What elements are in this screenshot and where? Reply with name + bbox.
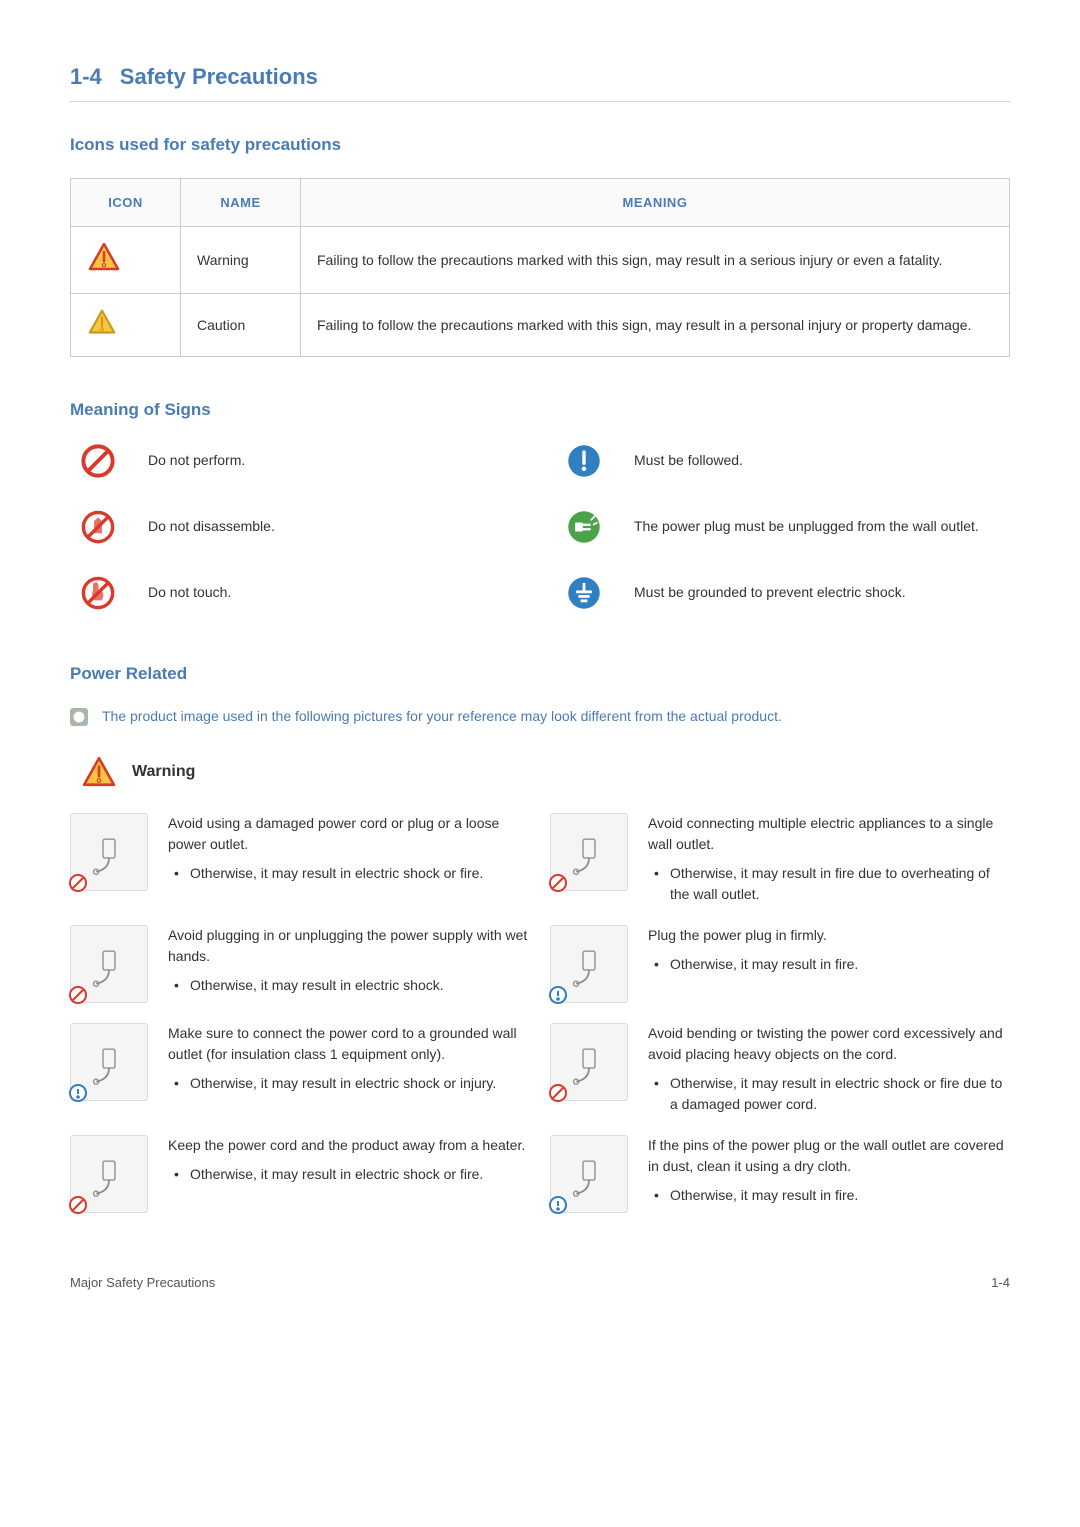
no-disassemble-icon	[78, 509, 118, 545]
th-meaning: MEANING	[301, 178, 1010, 227]
item-main: If the pins of the power plug or the wal…	[648, 1135, 1010, 1177]
illustration	[70, 1135, 148, 1213]
sign-row: Must be followed.	[564, 443, 1010, 479]
item-main: Avoid bending or twisting the power cord…	[648, 1023, 1010, 1065]
illustration	[550, 925, 628, 1003]
prohibit-icon	[548, 873, 568, 893]
power-item: Make sure to connect the power cord to a…	[70, 1023, 530, 1115]
sign-label: Do not perform.	[148, 450, 245, 471]
item-main: Avoid using a damaged power cord or plug…	[168, 813, 530, 855]
illustration	[70, 813, 148, 891]
sign-label: Must be grounded to prevent electric sho…	[634, 582, 906, 603]
warning-icon	[80, 755, 118, 789]
illustration	[550, 1023, 628, 1101]
sign-row: Do not disassemble.	[78, 509, 524, 545]
row-name: Warning	[181, 227, 301, 294]
item-sub: Otherwise, it may result in fire due to …	[648, 863, 1010, 905]
illustration	[70, 1023, 148, 1101]
item-main: Keep the power cord and the product away…	[168, 1135, 530, 1156]
sign-label: Do not touch.	[148, 582, 231, 603]
power-item: Keep the power cord and the product away…	[70, 1135, 530, 1213]
item-sub: Otherwise, it may result in electric sho…	[168, 1164, 530, 1185]
row-meaning: Failing to follow the precautions marked…	[301, 294, 1010, 357]
power-item: If the pins of the power plug or the wal…	[550, 1135, 1010, 1213]
row-meaning: Failing to follow the precautions marked…	[301, 227, 1010, 294]
sign-row: Do not touch.	[78, 575, 524, 611]
item-sub: Otherwise, it may result in fire.	[648, 954, 1010, 975]
th-name: NAME	[181, 178, 301, 227]
page-title: 1-4 Safety Precautions	[70, 60, 1010, 102]
unplug-icon	[564, 509, 604, 545]
table-row: Caution Failing to follow the precaution…	[71, 294, 1010, 357]
prohibit-icon	[68, 1195, 88, 1215]
row-name: Caution	[181, 294, 301, 357]
caution-icon	[71, 294, 181, 357]
sign-label: Must be followed.	[634, 450, 743, 471]
power-item: Plug the power plug in firmly. Otherwise…	[550, 925, 1010, 1003]
prohibit-icon	[78, 443, 118, 479]
sign-row: The power plug must be unplugged from th…	[564, 509, 1010, 545]
item-sub: Otherwise, it may result in electric sho…	[168, 1073, 530, 1094]
item-main: Make sure to connect the power cord to a…	[168, 1023, 530, 1065]
warning-icon	[71, 227, 181, 294]
page-footer: Major Safety Precautions 1-4	[70, 1273, 1010, 1293]
warning-header: Warning	[70, 755, 1010, 789]
power-subsection-title: Power Related	[70, 661, 1010, 687]
power-item: Avoid using a damaged power cord or plug…	[70, 813, 530, 905]
section-number: 1-4	[70, 64, 102, 89]
item-main: Avoid connecting multiple electric appli…	[648, 813, 1010, 855]
info-icon	[548, 985, 568, 1005]
item-sub: Otherwise, it may result in electric sho…	[168, 975, 530, 996]
signs-grid: Do not perform. Must be followed. Do not…	[70, 443, 1010, 611]
item-sub: Otherwise, it may result in electric sho…	[168, 863, 530, 884]
note-icon	[70, 708, 88, 726]
illustration	[550, 1135, 628, 1213]
signs-subsection-title: Meaning of Signs	[70, 397, 1010, 423]
note-row: The product image used in the following …	[70, 706, 1010, 727]
power-item: Avoid plugging in or unplugging the powe…	[70, 925, 530, 1003]
power-item: Avoid bending or twisting the power cord…	[550, 1023, 1010, 1115]
info-icon	[548, 1195, 568, 1215]
sign-row: Must be grounded to prevent electric sho…	[564, 575, 1010, 611]
must-follow-icon	[564, 443, 604, 479]
illustration	[70, 925, 148, 1003]
footer-left: Major Safety Precautions	[70, 1273, 215, 1293]
icons-subsection-title: Icons used for safety precautions	[70, 132, 1010, 158]
prohibit-icon	[68, 985, 88, 1005]
prohibit-icon	[68, 873, 88, 893]
sign-label: Do not disassemble.	[148, 516, 275, 537]
table-row: Warning Failing to follow the precaution…	[71, 227, 1010, 294]
info-icon	[68, 1083, 88, 1103]
no-touch-icon	[78, 575, 118, 611]
footer-right: 1-4	[991, 1273, 1010, 1293]
item-main: Avoid plugging in or unplugging the powe…	[168, 925, 530, 967]
power-grid: Avoid using a damaged power cord or plug…	[70, 813, 1010, 1213]
warning-label: Warning	[132, 760, 195, 784]
icons-table: ICON NAME MEANING Warning Failing to fol…	[70, 178, 1010, 358]
item-sub: Otherwise, it may result in fire.	[648, 1185, 1010, 1206]
item-main: Plug the power plug in firmly.	[648, 925, 1010, 946]
power-item: Avoid connecting multiple electric appli…	[550, 813, 1010, 905]
ground-icon	[564, 575, 604, 611]
note-text: The product image used in the following …	[102, 706, 782, 727]
item-sub: Otherwise, it may result in electric sho…	[648, 1073, 1010, 1115]
sign-row: Do not perform.	[78, 443, 524, 479]
sign-label: The power plug must be unplugged from th…	[634, 516, 979, 537]
illustration	[550, 813, 628, 891]
prohibit-icon	[548, 1083, 568, 1103]
th-icon: ICON	[71, 178, 181, 227]
section-title-text: Safety Precautions	[120, 64, 318, 89]
